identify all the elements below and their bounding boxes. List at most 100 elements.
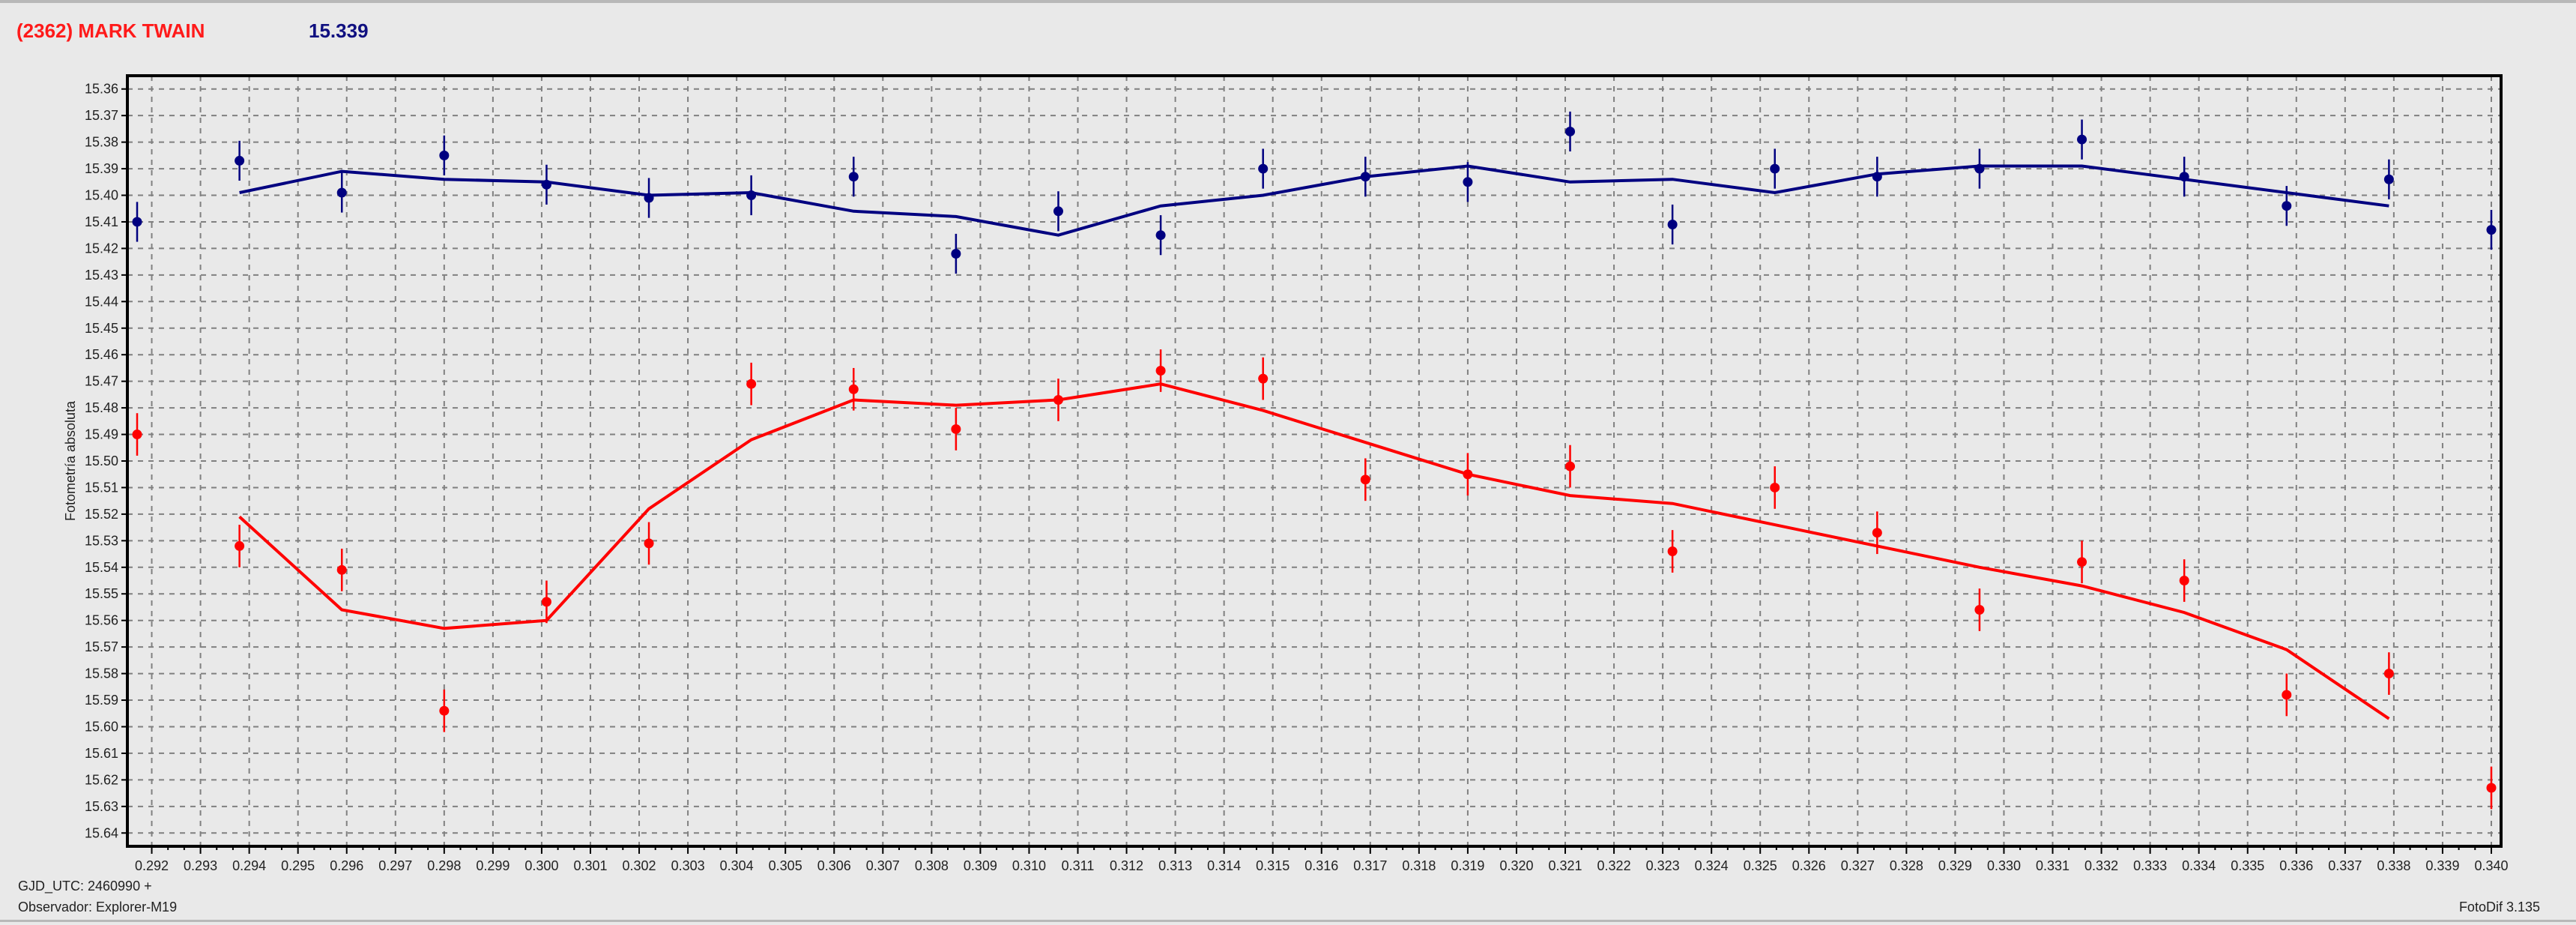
x-tick-label: 0.319 <box>1451 858 1484 873</box>
comparison-data-point <box>1360 172 1370 182</box>
y-tick-label: 15.47 <box>85 374 118 389</box>
grid <box>127 76 2501 846</box>
comparison-data-point <box>2282 201 2292 211</box>
x-tick-label: 0.324 <box>1695 858 1729 873</box>
asteroid-data-point <box>1258 373 1269 384</box>
y-tick-label: 15.50 <box>85 454 118 468</box>
comparison-data-point <box>1565 126 1576 136</box>
comparison-data-point <box>1667 220 1678 230</box>
asteroid-data-point <box>848 384 859 394</box>
comparison-data-point <box>336 187 347 198</box>
comparison-data-point <box>644 193 654 203</box>
asteroid-model-line <box>238 382 2390 720</box>
x-tick-label: 0.303 <box>671 858 705 873</box>
axis-ticks: 15.36 15.37 15.38 15.39 15.40 15.41 15.42 15.43… <box>85 82 2509 873</box>
y-tick-label: 15.42 <box>85 241 118 256</box>
comparison-data-point <box>439 150 450 160</box>
object-title: (2362) MARK TWAIN <box>16 19 205 42</box>
asteroid-data-point <box>2282 690 2292 700</box>
x-tick-label: 0.299 <box>476 858 510 873</box>
comparison-data-point <box>746 190 757 201</box>
x-tick-label: 0.326 <box>1792 858 1826 873</box>
x-tick-label: 0.312 <box>1110 858 1143 873</box>
x-tick-label: 0.321 <box>1548 858 1582 873</box>
x-tick-label: 0.322 <box>1597 858 1631 873</box>
asteroid-data-point <box>1667 546 1678 557</box>
asteroid-data-point <box>439 705 450 716</box>
asteroid-data-point <box>1974 605 1985 615</box>
bottom-border <box>0 920 2576 922</box>
y-tick-label: 15.44 <box>85 294 118 309</box>
x-tick-label: 0.307 <box>866 858 900 873</box>
y-tick-label: 15.58 <box>85 666 118 681</box>
x-tick-label: 0.332 <box>2084 858 2118 873</box>
observer-label: Observador: Explorer-M19 <box>18 900 178 915</box>
x-tick-label: 0.331 <box>2036 858 2069 873</box>
asteroid-data-point <box>2179 576 2189 586</box>
asteroid-data-point <box>2077 557 2087 567</box>
x-tick-label: 0.313 <box>1158 858 1192 873</box>
y-tick-label: 15.59 <box>85 693 118 708</box>
x-tick-label: 0.337 <box>2328 858 2362 873</box>
series-asteroid <box>132 349 2497 810</box>
x-tick-label: 0.340 <box>2474 858 2508 873</box>
comparison-data-point <box>1258 163 1269 174</box>
comparison-data-point <box>132 217 142 227</box>
x-tick-label: 0.315 <box>1256 858 1289 873</box>
y-tick-label: 15.37 <box>85 108 118 123</box>
x-tick-label: 0.320 <box>1499 858 1533 873</box>
comparison-data-point <box>541 179 551 190</box>
x-tick-label: 0.293 <box>184 858 217 873</box>
x-tick-label: 0.330 <box>1987 858 2021 873</box>
x-tick-label: 0.295 <box>281 858 315 873</box>
y-axis-label: Fotometría absoluta <box>63 400 78 521</box>
x-tick-label: 0.297 <box>378 858 412 873</box>
asteroid-data-point <box>132 430 142 440</box>
series <box>132 111 2497 810</box>
x-tick-label: 0.328 <box>1890 858 1923 873</box>
y-tick-label: 15.43 <box>85 268 118 283</box>
y-tick-label: 15.38 <box>85 135 118 150</box>
software-version: FotoDif 3.135 <box>2458 900 2540 915</box>
y-tick-label: 15.45 <box>85 321 118 336</box>
x-tick-label: 0.305 <box>769 858 802 873</box>
x-tick-label: 0.301 <box>573 858 607 873</box>
asteroid-data-point <box>1565 461 1576 471</box>
x-tick-label: 0.302 <box>623 858 656 873</box>
y-tick-label: 15.53 <box>85 533 118 548</box>
x-tick-label: 0.304 <box>720 858 754 873</box>
asteroid-data-point <box>1155 365 1166 376</box>
x-tick-label: 0.336 <box>2279 858 2313 873</box>
comparison-data-point <box>848 172 859 182</box>
asteroid-data-point <box>1770 482 1780 492</box>
comparison-data-point <box>1053 206 1063 217</box>
x-tick-label: 0.329 <box>1938 858 1972 873</box>
magnitude-value: 15.339 <box>309 19 369 42</box>
x-tick-label: 0.298 <box>427 858 461 873</box>
y-tick-label: 15.56 <box>85 613 118 628</box>
y-tick-label: 15.40 <box>85 188 118 203</box>
gjd-label: GJD_UTC: 2460990 + <box>18 879 152 894</box>
asteroid-data-point <box>1360 474 1370 485</box>
y-tick-label: 15.60 <box>85 719 118 734</box>
x-tick-label: 0.333 <box>2133 858 2167 873</box>
asteroid-data-point <box>235 540 245 551</box>
asteroid-data-point <box>644 538 654 549</box>
x-tick-label: 0.292 <box>135 858 169 873</box>
y-tick-label: 15.63 <box>85 799 118 814</box>
x-tick-label: 0.317 <box>1353 858 1387 873</box>
x-tick-label: 0.309 <box>964 858 997 873</box>
asteroid-data-point <box>541 597 551 607</box>
x-tick-label: 0.339 <box>2425 858 2459 873</box>
comparison-data-point <box>2077 134 2087 145</box>
y-tick-label: 15.46 <box>85 347 118 362</box>
light-curve-chart: 15.36 15.37 15.38 15.39 15.40 15.41 15.42 15.43… <box>63 74 2509 873</box>
y-tick-label: 15.64 <box>85 825 118 840</box>
x-tick-label: 0.311 <box>1062 858 1095 873</box>
comparison-data-point <box>235 155 245 166</box>
x-tick-label: 0.325 <box>1744 858 1777 873</box>
x-tick-label: 0.296 <box>330 858 363 873</box>
y-tick-label: 15.36 <box>85 82 118 97</box>
x-tick-label: 0.327 <box>1841 858 1875 873</box>
comparison-data-point <box>2383 174 2394 184</box>
